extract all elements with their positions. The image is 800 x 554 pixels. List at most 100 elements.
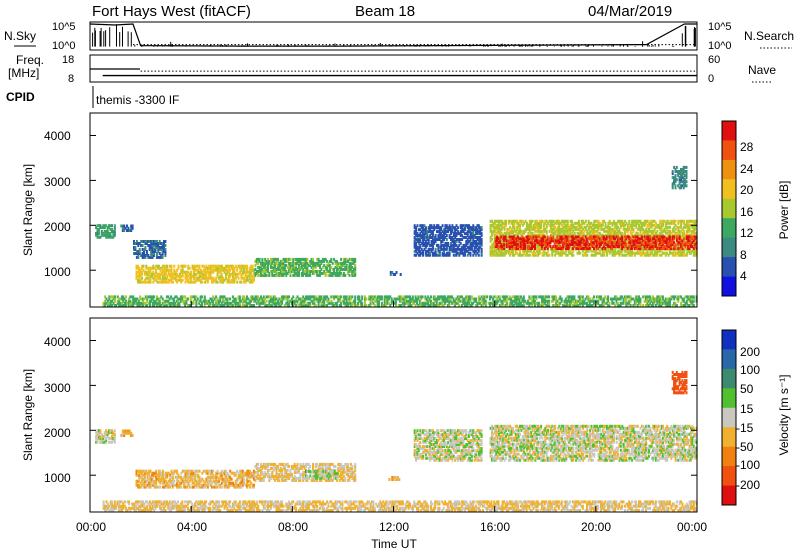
heat-cell xyxy=(327,263,330,267)
heat-cell xyxy=(390,297,393,301)
heat-cell xyxy=(132,297,135,301)
heat-cell xyxy=(514,247,517,250)
heat-cell xyxy=(501,245,504,248)
heat-cell xyxy=(611,249,614,253)
heat-cell xyxy=(174,276,177,280)
heat-cell xyxy=(636,231,639,235)
heat-cell xyxy=(601,247,604,250)
heat-cell xyxy=(251,304,254,307)
heat-cell xyxy=(146,274,149,278)
heat-cell xyxy=(108,301,111,305)
heat-cell xyxy=(632,245,635,248)
heat-cell xyxy=(316,261,319,265)
heat-cell xyxy=(440,228,443,232)
heat-cell xyxy=(635,219,638,223)
heat-cell xyxy=(295,261,298,265)
heat-cell xyxy=(241,270,244,274)
heat-cell xyxy=(243,264,246,268)
heat-cell xyxy=(574,235,577,239)
heat-cell xyxy=(149,280,152,284)
heat-cell xyxy=(554,229,557,233)
heat-cell xyxy=(233,270,236,274)
heat-cell xyxy=(659,225,662,229)
heat-cell xyxy=(136,266,139,270)
heat-cell xyxy=(103,226,106,230)
heat-cell xyxy=(300,271,303,275)
heat-cell xyxy=(211,280,213,284)
heat-cell xyxy=(139,278,142,282)
heat-cell xyxy=(203,295,206,299)
heat-cell xyxy=(552,237,555,241)
heat-cell xyxy=(493,229,496,233)
heat-cell xyxy=(161,255,164,259)
heat-cell xyxy=(572,253,575,257)
heat-cell xyxy=(646,233,649,237)
heat-cell xyxy=(106,299,109,303)
heat-cell xyxy=(510,241,513,245)
heat-cell xyxy=(499,253,502,257)
heat-cell xyxy=(671,227,674,231)
heat-cell xyxy=(108,295,111,299)
heat-cell xyxy=(226,299,229,303)
heat-cell xyxy=(680,245,683,248)
heat-cell xyxy=(492,251,495,255)
heat-cell xyxy=(573,221,576,225)
heat-cell xyxy=(427,226,430,230)
heat-cell xyxy=(240,274,243,278)
heat-cell xyxy=(678,219,681,223)
heat-cell xyxy=(250,266,253,270)
heat-cell xyxy=(567,239,570,243)
heat-cell xyxy=(440,236,443,239)
heat-cell xyxy=(220,304,223,307)
heat-cell xyxy=(588,247,591,250)
heat-cell xyxy=(313,301,316,305)
heat-cell xyxy=(559,237,562,241)
heat-cell xyxy=(649,237,652,241)
heat-cell xyxy=(649,221,652,225)
heat-cell xyxy=(181,299,184,303)
heat-cell xyxy=(354,304,357,307)
heat-cell xyxy=(227,301,230,305)
heat-cell xyxy=(278,267,281,271)
heat-cell xyxy=(622,225,625,229)
heat-cell xyxy=(653,233,656,237)
heat-cell xyxy=(288,301,291,305)
heat-cell xyxy=(372,301,375,305)
heat-cell xyxy=(406,301,409,305)
heat-cell xyxy=(352,299,355,303)
heat-cell xyxy=(694,249,697,253)
heat-cell xyxy=(258,299,261,303)
nave-tick-top: 60 xyxy=(708,54,720,66)
heat-cell xyxy=(550,239,553,243)
heat-cell xyxy=(677,221,680,225)
heat-cell xyxy=(321,265,324,269)
heat-cell xyxy=(685,233,688,237)
heat-cell xyxy=(178,301,181,305)
heat-cell xyxy=(328,267,331,271)
heat-cell xyxy=(427,240,430,243)
heat-cell xyxy=(283,267,286,271)
heat-cell xyxy=(283,269,286,273)
heat-cell xyxy=(169,264,172,268)
heat-cell xyxy=(430,224,433,228)
heat-cell xyxy=(434,299,437,303)
heat-cell xyxy=(201,295,203,299)
heat-cell xyxy=(584,247,587,250)
heat-cell xyxy=(507,239,510,243)
heat-cell xyxy=(324,273,327,277)
heat-cell xyxy=(581,237,584,241)
heat-cell xyxy=(105,224,108,228)
heat-cell xyxy=(178,276,181,280)
heat-cell xyxy=(632,251,635,255)
heat-cell xyxy=(621,237,624,241)
heat-cell xyxy=(348,257,351,261)
heat-cell xyxy=(602,245,605,248)
heat-cell xyxy=(225,276,227,280)
heat-cell xyxy=(118,297,121,301)
heat-cell xyxy=(493,225,496,229)
heat-cell xyxy=(282,267,285,271)
heat-cell xyxy=(160,246,163,249)
heat-cell xyxy=(258,265,261,269)
heat-cell xyxy=(685,253,688,257)
heat-cell xyxy=(617,249,620,253)
